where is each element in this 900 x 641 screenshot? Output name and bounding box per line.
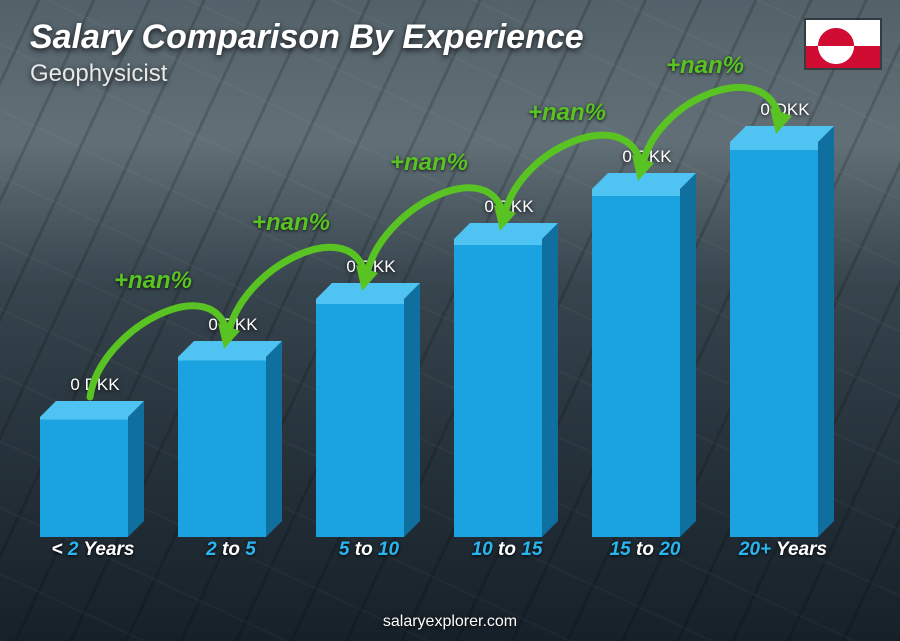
chart-subtitle: Geophysicist bbox=[30, 60, 167, 88]
delta-label: +nan% bbox=[666, 52, 744, 80]
category-label: 10 to 15 bbox=[442, 539, 572, 561]
category-label: < 2 Years bbox=[28, 539, 158, 561]
chart-title: Salary Comparison By Experience bbox=[30, 18, 584, 57]
footer-attribution: salaryexplorer.com bbox=[0, 613, 900, 631]
category-label: 20+ Years bbox=[718, 539, 848, 561]
delta-label: +nan% bbox=[252, 209, 330, 237]
category-label: 5 to 10 bbox=[304, 539, 434, 561]
category-label: 15 to 20 bbox=[580, 539, 710, 561]
bar-chart: 0 DKK< 2 Years0 DKK2 to 5+nan%0 DKK5 to … bbox=[30, 110, 850, 591]
delta-label: +nan% bbox=[528, 99, 606, 127]
growth-arrow bbox=[622, 62, 820, 209]
delta-label: +nan% bbox=[390, 149, 468, 177]
infographic-stage: Salary Comparison By Experience Geophysi… bbox=[0, 0, 900, 641]
delta-label: +nan% bbox=[114, 267, 192, 295]
category-label: 2 to 5 bbox=[166, 539, 296, 561]
